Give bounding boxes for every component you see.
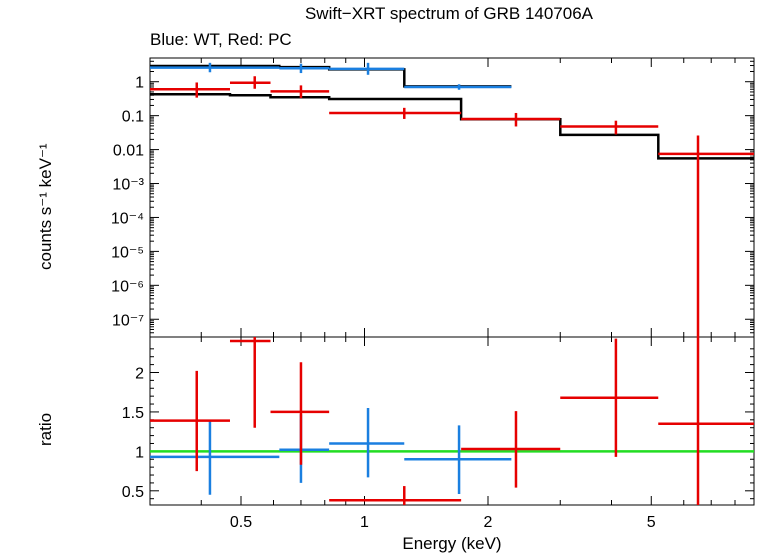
spectrum-y-tick-label: 10⁻⁷ xyxy=(112,312,144,329)
x-tick-label: 0.5 xyxy=(230,514,252,531)
spectrum-y-tick-label: 10⁻⁵ xyxy=(111,244,144,261)
model-step-line-pc xyxy=(150,92,754,160)
x-axis-label: Energy (keV) xyxy=(402,534,502,553)
spectrum-y-tick-label: 10⁻⁶ xyxy=(111,278,144,295)
ratio-y-tick-label: 0.5 xyxy=(122,484,144,501)
spectrum-y-tick-label: 10⁻⁴ xyxy=(111,210,144,227)
x-tick-label: 2 xyxy=(484,514,493,531)
x-tick-label: 1 xyxy=(360,514,369,531)
chart-title: Swift−XRT spectrum of GRB 140706A xyxy=(304,4,594,23)
ratio-y-tick-label: 2 xyxy=(135,365,144,382)
ratio-panel-frame xyxy=(149,336,755,506)
spectrum-y-tick-label: 0.1 xyxy=(122,109,144,126)
ratio-y-tick-label: 1.5 xyxy=(122,405,144,422)
spectrum-y-tick-label: 0.01 xyxy=(113,143,144,160)
chart-subtitle: Blue: WT, Red: PC xyxy=(150,30,292,49)
x-tick-label: 5 xyxy=(647,514,656,531)
spectrum-y-tick-label: 1 xyxy=(135,75,144,92)
spectrum-y-tick-label: 10⁻³ xyxy=(112,177,144,194)
ratio-y-tick-label: 1 xyxy=(135,444,144,461)
